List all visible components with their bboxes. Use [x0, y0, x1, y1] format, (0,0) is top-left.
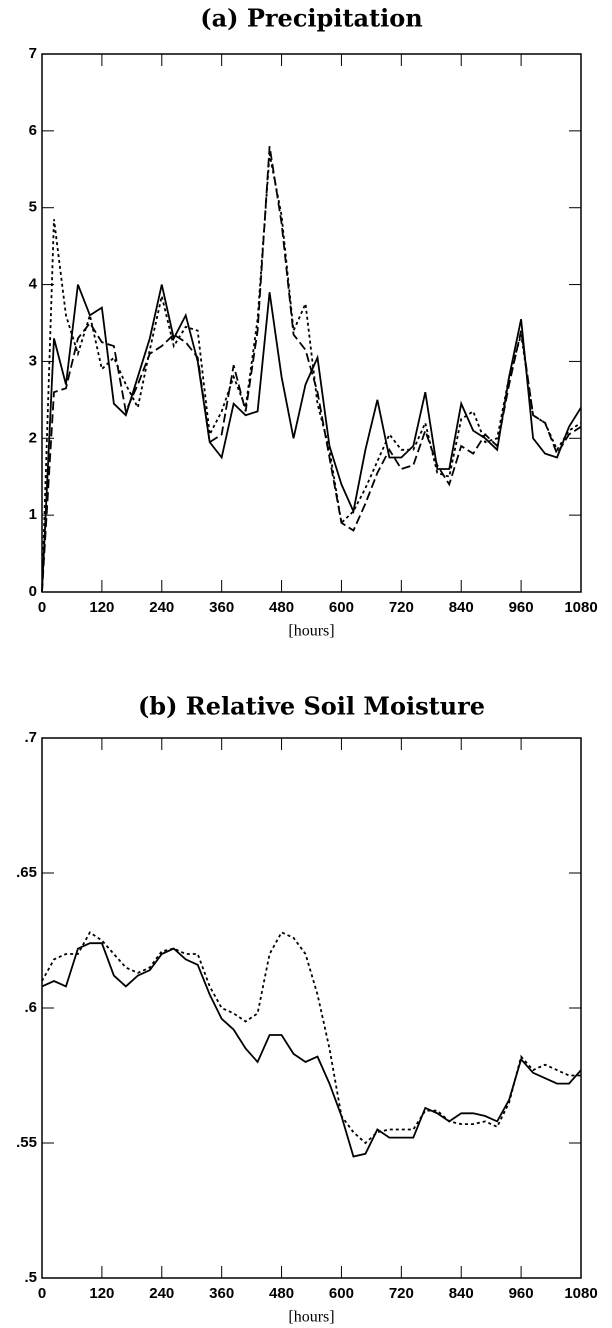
x-tick-label: 240	[149, 599, 174, 616]
x-tick-label: 480	[269, 599, 294, 616]
y-tick-label: 0	[29, 583, 37, 600]
chart-title: (a) Precipitation	[200, 4, 423, 33]
series-line	[41, 284, 582, 593]
y-tick-label: 3	[29, 352, 37, 369]
x-tick-label: 360	[209, 1285, 234, 1302]
y-tick-label: 5	[29, 199, 37, 216]
x-tick-label: 0	[38, 599, 46, 616]
x-tick-label: 960	[509, 599, 534, 616]
x-tick-label: 120	[89, 1285, 114, 1302]
y-tick-label: 1	[29, 506, 37, 523]
x-tick-label: 0	[38, 1285, 46, 1302]
x-tick-label: 480	[269, 1285, 294, 1302]
y-tick-label: .55	[16, 1134, 37, 1151]
plot-frame	[41, 53, 582, 593]
series-line	[41, 931, 581, 1145]
x-tick-label: 720	[389, 599, 414, 616]
y-tick-label: 4	[29, 276, 38, 293]
x-tick-label: 1080	[564, 1285, 597, 1302]
x-tick-label: 120	[89, 599, 114, 616]
y-tick-label: .5	[24, 1269, 37, 1286]
y-tick-label: .65	[16, 864, 37, 881]
plot-frame	[41, 737, 582, 1279]
y-tick-label: 2	[29, 429, 37, 446]
x-tick-label: 360	[209, 599, 234, 616]
x-tick-label: 840	[449, 599, 474, 616]
y-tick-label: 6	[29, 122, 37, 139]
x-axis-label: [hours]	[288, 1309, 334, 1326]
series-line	[41, 153, 582, 593]
x-tick-label: 1080	[564, 599, 597, 616]
x-tick-label: 960	[509, 1285, 534, 1302]
y-tick-label: 7	[29, 45, 37, 62]
chart-title: (b) Relative Soil Moisture	[138, 692, 485, 721]
x-tick-label: 600	[329, 599, 354, 616]
y-tick-label: .7	[24, 729, 37, 746]
x-tick-label: 600	[329, 1285, 354, 1302]
series-line	[41, 942, 582, 1158]
x-tick-label: 240	[149, 1285, 174, 1302]
y-tick-label: .6	[24, 999, 37, 1016]
x-axis-label: [hours]	[288, 623, 334, 640]
x-tick-label: 720	[389, 1285, 414, 1302]
series-line	[41, 146, 582, 593]
x-tick-label: 840	[449, 1285, 474, 1302]
